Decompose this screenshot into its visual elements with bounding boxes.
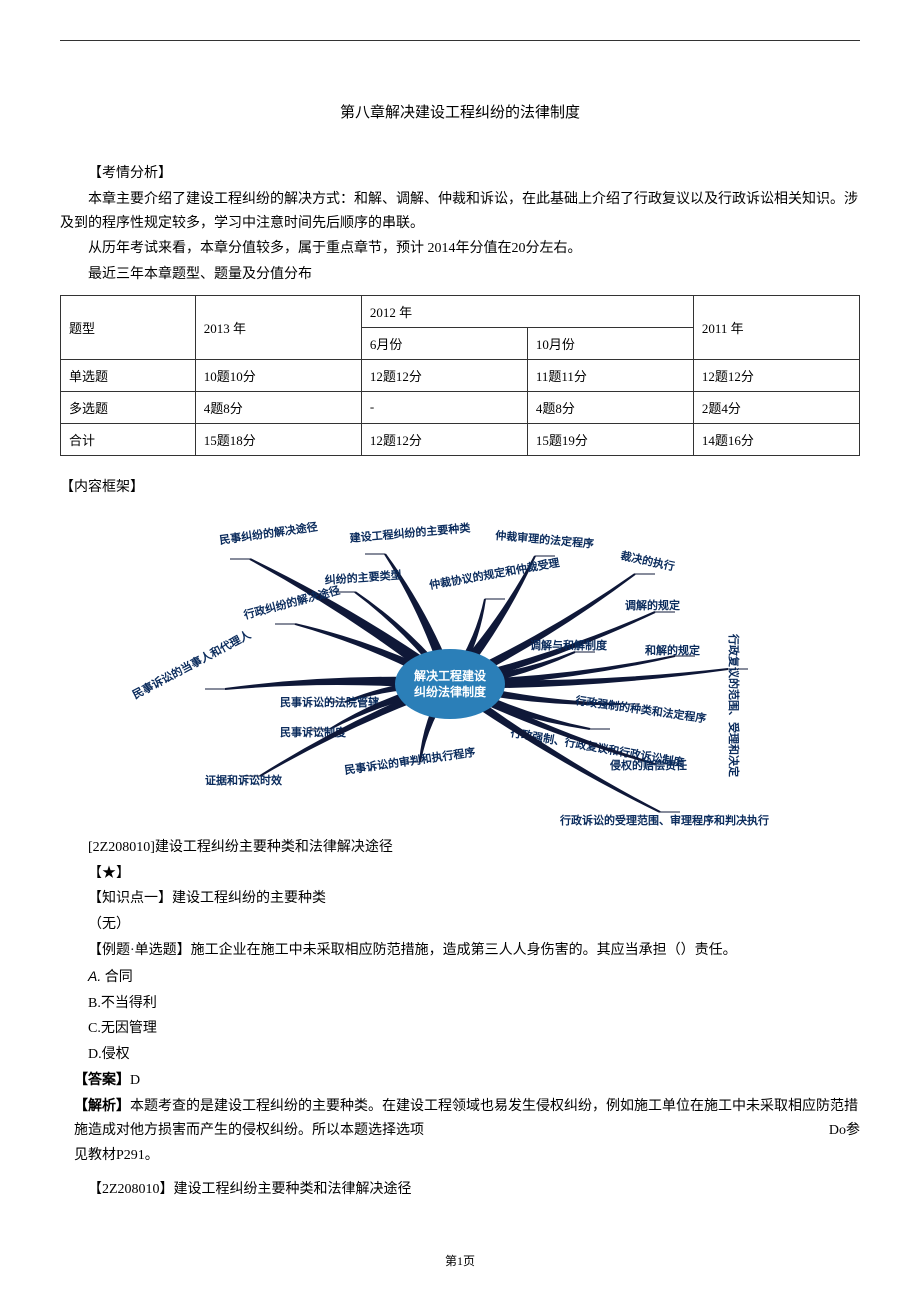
- exam-p1-text: 本章主要介绍了建设工程纠纷的解决方式：和解、调解、仲裁和诉讼，在此基础上介绍了行…: [60, 192, 858, 231]
- cell: 2题4分: [693, 391, 859, 423]
- mindmap-branch-label: 民事纠纷的解决途径: [218, 519, 318, 547]
- explain-text-1: 本题考查的是建设工程纠纷的主要种类。在建设工程领域也易发生侵权纠纷，例如施工单位…: [74, 1099, 858, 1138]
- table-row: 合计 15题18分 12题12分 15题19分 14题16分: [61, 423, 860, 455]
- example-text: 【例题·单选题】施工企业在施工中未采取相应防范措施，造成第三人人身伤害的。其应当…: [88, 943, 737, 958]
- answer-label: 【答案】: [74, 1073, 130, 1088]
- top-divider: [60, 40, 860, 41]
- cell: 15题19分: [527, 423, 693, 455]
- option-a: A. 合同: [60, 965, 860, 990]
- cell: 单选题: [61, 359, 196, 391]
- table-row: 单选题 10题10分 12题12分 11题11分 12题12分: [61, 359, 860, 391]
- table-row: 多选题 4题8分 - 4题8分 2题4分: [61, 391, 860, 423]
- answer-value: D: [130, 1073, 140, 1088]
- mindmap-branch-label: 纠纷的主要类型: [324, 567, 402, 586]
- cell: 12题12分: [693, 359, 859, 391]
- star-line: 【★】: [60, 862, 860, 886]
- mindmap-center-text1: 解决工程建设: [414, 668, 487, 683]
- mindmap-branch-label: 民事诉讼的审判和执行程序: [343, 745, 476, 777]
- mindmap-branch-label: 建设工程纠纷的主要种类: [349, 520, 472, 545]
- th-2011: 2011 年: [693, 295, 859, 359]
- cell: 合计: [61, 423, 196, 455]
- mindmap-center-node: [395, 649, 505, 719]
- none-line: （无）: [60, 913, 860, 937]
- mindmap-center-text2: 纠纷法律制度: [414, 684, 487, 699]
- cell: 4题8分: [195, 391, 361, 423]
- exam-heading: 【考情分析】: [60, 162, 860, 186]
- example-question: 【例题·单选题】施工企业在施工中未采取相应防范措施，造成第三人人身伤害的。其应当…: [60, 939, 860, 963]
- mindmap-branch-label: 调解与和解制度: [530, 638, 608, 652]
- chapter-title: 第八章解决建设工程纠纷的法律制度: [60, 101, 860, 122]
- score-table: 题型 2013 年 2012 年 2011 年 6月份 10月份 单选题 10题…: [60, 295, 860, 456]
- cell: 11题11分: [527, 359, 693, 391]
- mindmap-diagram: 民事纠纷的解决途径建设工程纠纷的主要种类纠纷的主要类型行政纠纷的解决途径民事诉讼…: [100, 504, 800, 834]
- mindmap-branch-label: 侵权的赔偿责任: [609, 758, 687, 772]
- cell: 15题18分: [195, 423, 361, 455]
- th-type: 题型: [61, 295, 196, 359]
- cell: 10题10分: [195, 359, 361, 391]
- cell: 4题8分: [527, 391, 693, 423]
- mindmap-branch-label: 和解的规定: [645, 643, 700, 657]
- mindmap-branch-label: 行政诉讼的受理范围、审理程序和判决执行: [559, 813, 769, 827]
- framework-label: 【内容框架】: [60, 476, 860, 500]
- cell: 12题12分: [361, 423, 527, 455]
- th-2012-jun: 6月份: [361, 327, 527, 359]
- option-d: D.侵权: [60, 1043, 860, 1067]
- th-2013: 2013 年: [195, 295, 361, 359]
- mindmap-svg: 民事纠纷的解决途径建设工程纠纷的主要种类纠纷的主要类型行政纠纷的解决途径民事诉讼…: [100, 504, 800, 834]
- mindmap-branch-label: 行政复议的范围、受理和决定: [727, 633, 741, 777]
- cell: 多选题: [61, 391, 196, 423]
- mindmap-branch-label: 仲裁协议的规定和仲裁受理: [428, 555, 560, 592]
- exam-p2: 从历年考试来看，本章分值较多，属于重点章节，预计 2014年分值在20分左右。: [60, 237, 860, 261]
- exam-p1: 本章主要介绍了建设工程纠纷的解决方式：和解、调解、仲裁和诉讼，在此基础上介绍了行…: [60, 188, 860, 236]
- repeat-code-line: 【2Z208010】建设工程纠纷主要种类和法律解决途径: [60, 1178, 860, 1202]
- mindmap-branch-label: 调解的规定: [625, 598, 680, 612]
- cell: 12题12分: [361, 359, 527, 391]
- code-line: [2Z208010]建设工程纠纷主要种类和法律解决途径: [60, 836, 860, 860]
- document-page: 第八章解决建设工程纠纷的法律制度 【考情分析】 本章主要介绍了建设工程纠纷的解决…: [0, 0, 920, 1309]
- explain-line-2: 见教材P291。: [74, 1144, 860, 1168]
- th-2012-oct: 10月份: [527, 327, 693, 359]
- table-row: 题型 2013 年 2012 年 2011 年: [61, 295, 860, 327]
- mindmap-branch-label: 民事诉讼的法院管辖: [280, 695, 379, 709]
- mindmap-branch-label: 裁决的执行: [619, 548, 676, 573]
- option-a-prefix: A.: [88, 968, 101, 984]
- th-2012: 2012 年: [361, 295, 693, 327]
- mindmap-branch-label: 仲裁审理的法定程序: [495, 528, 595, 551]
- knowledge-point-1: 【知识点一】建设工程纠纷的主要种类: [60, 887, 860, 911]
- cell: 14题16分: [693, 423, 859, 455]
- option-a-text: 合同: [101, 970, 133, 985]
- option-b: B.不当得利: [60, 992, 860, 1016]
- cell: -: [361, 391, 527, 423]
- exam-p3: 最近三年本章题型、题量及分值分布: [60, 263, 860, 287]
- explain-right: Do参: [829, 1119, 860, 1143]
- page-number: 第1页: [60, 1252, 860, 1269]
- mindmap-branch-label: 证据和诉讼时效: [205, 773, 283, 787]
- answer-line: 【答案】D: [60, 1069, 860, 1093]
- mindmap-branch-label: 行政强制的种类和法定程序: [574, 693, 708, 725]
- option-c: C.无因管理: [60, 1017, 860, 1041]
- explain-line-1: 【解析】本题考查的是建设工程纠纷的主要种类。在建设工程领域也易发生侵权纠纷，例如…: [74, 1095, 860, 1143]
- mindmap-branch-label: 民事诉讼的当事人和代理人: [130, 627, 254, 702]
- explain-label: 【解析】: [74, 1099, 130, 1114]
